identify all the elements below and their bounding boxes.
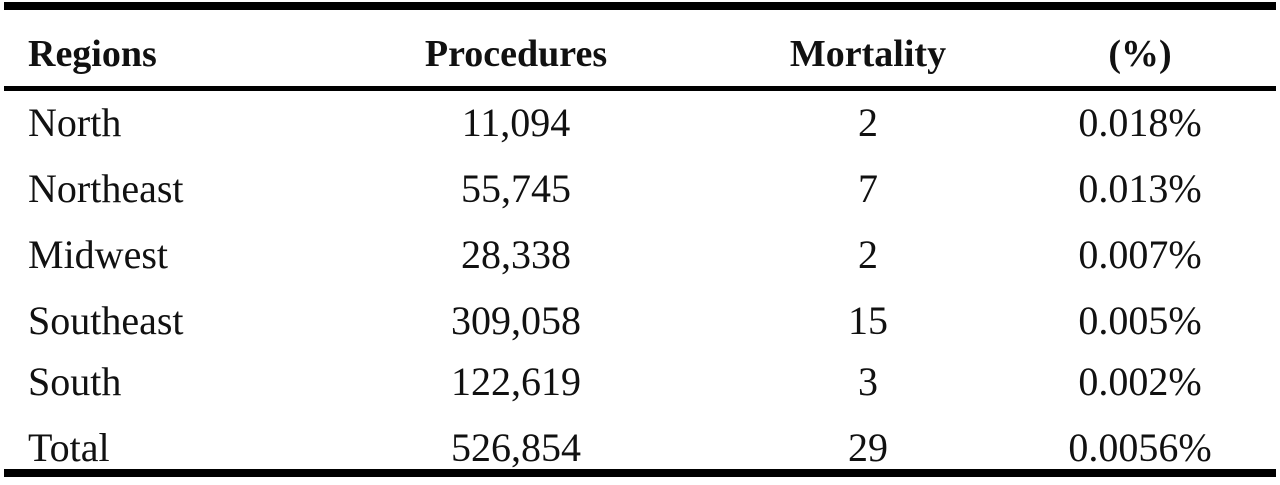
table-cell: 526,854 <box>451 425 581 470</box>
table-cell: 0.0056% <box>1068 425 1212 470</box>
table-cell: 0.018% <box>1078 100 1202 145</box>
bottom-rule <box>4 469 1276 477</box>
table-cell: 2 <box>858 232 878 277</box>
row-label: South <box>28 359 122 404</box>
table-cell: 3 <box>858 359 878 404</box>
row-label: North <box>28 100 122 145</box>
column-header: Regions <box>28 33 157 75</box>
row-label: Total <box>28 425 110 470</box>
header-rule <box>4 86 1276 91</box>
table-cell: 0.005% <box>1078 298 1202 343</box>
column-header: (%) <box>1108 33 1172 75</box>
table-cell: 28,338 <box>461 232 571 277</box>
table-cell: 11,094 <box>461 100 571 145</box>
table-cell: 0.002% <box>1078 359 1202 404</box>
row-label: Northeast <box>28 166 184 211</box>
column-header: Mortality <box>789 33 947 75</box>
table-cell: 29 <box>848 425 888 470</box>
table-cell: 7 <box>858 166 878 211</box>
table-cell: 122,619 <box>451 359 581 404</box>
top-rule <box>4 2 1276 10</box>
table-cell: 55,745 <box>461 166 571 211</box>
table-cell: 2 <box>858 100 878 145</box>
table-cell: 0.013% <box>1078 166 1202 211</box>
table-cell: 0.007% <box>1078 232 1202 277</box>
column-header: Procedures <box>424 33 608 75</box>
row-label: Southeast <box>28 298 184 343</box>
row-label: Midwest <box>28 232 168 277</box>
table-cell: 309,058 <box>451 298 581 343</box>
table-cell: 15 <box>848 298 888 343</box>
